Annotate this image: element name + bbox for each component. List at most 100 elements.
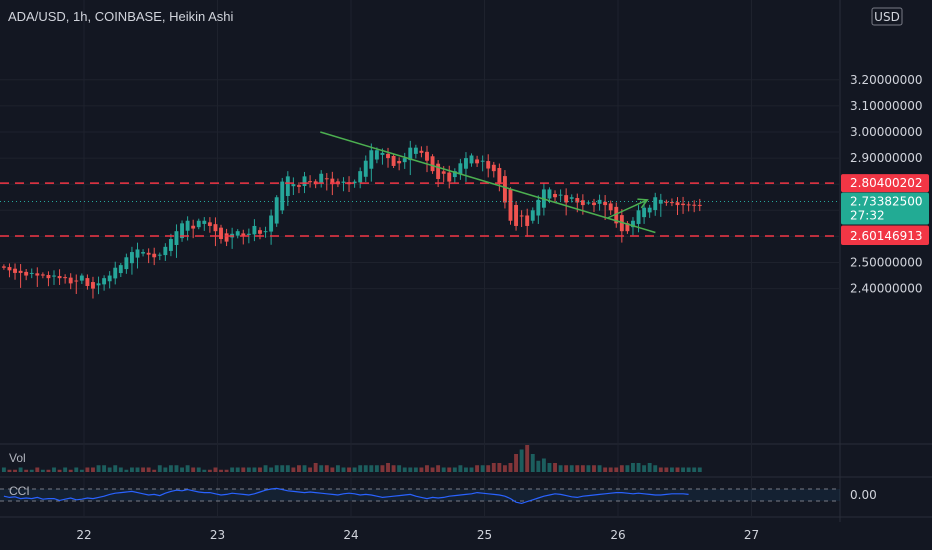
candle[interactable] (79, 273, 84, 284)
candle[interactable] (96, 276, 101, 295)
candle[interactable] (235, 229, 240, 239)
candle[interactable] (386, 147, 390, 168)
candle[interactable] (374, 147, 379, 164)
candle[interactable] (274, 195, 279, 227)
candle[interactable] (18, 264, 23, 288)
candle[interactable] (152, 247, 157, 266)
candle[interactable] (419, 146, 424, 158)
price-tag[interactable]: 2.80400202 (841, 174, 929, 193)
trendline[interactable] (320, 131, 656, 234)
candle[interactable] (7, 263, 12, 278)
candle[interactable] (452, 168, 457, 183)
candle[interactable] (129, 246, 134, 275)
candle[interactable] (558, 189, 563, 201)
candle[interactable] (180, 220, 184, 242)
candle[interactable] (224, 228, 229, 247)
candle[interactable] (102, 275, 107, 291)
candle[interactable] (52, 270, 56, 285)
candle[interactable] (408, 140, 413, 176)
candle[interactable] (430, 154, 435, 174)
candle[interactable] (85, 274, 90, 290)
candle[interactable] (608, 200, 613, 215)
candle[interactable] (525, 208, 530, 237)
candle[interactable] (324, 173, 329, 191)
candle[interactable] (508, 187, 513, 225)
candle[interactable] (113, 261, 118, 285)
candle[interactable] (29, 268, 34, 279)
candle[interactable] (486, 154, 491, 178)
candle[interactable] (447, 165, 452, 189)
candle[interactable] (502, 170, 507, 209)
candle[interactable] (146, 248, 151, 264)
candle[interactable] (252, 219, 257, 242)
candle[interactable] (475, 155, 480, 167)
candle[interactable] (196, 218, 201, 230)
candle[interactable] (341, 177, 346, 192)
candle[interactable] (553, 190, 557, 204)
candle[interactable] (358, 167, 363, 189)
candle[interactable] (536, 195, 541, 224)
candle[interactable] (491, 161, 496, 178)
candle[interactable] (202, 217, 207, 231)
candle[interactable] (402, 152, 407, 169)
candle[interactable] (174, 224, 179, 258)
arrow-line[interactable] (607, 199, 648, 219)
candle[interactable] (207, 217, 212, 233)
price-tag[interactable]: 2.60146913 (841, 227, 929, 246)
candle[interactable] (68, 273, 73, 290)
candle[interactable] (63, 274, 68, 284)
candle[interactable] (697, 198, 702, 212)
candle[interactable] (118, 263, 123, 278)
candle[interactable] (141, 249, 146, 257)
candle[interactable] (675, 197, 680, 215)
candle[interactable] (213, 217, 218, 247)
candle[interactable] (163, 243, 168, 261)
candle[interactable] (258, 227, 262, 240)
candle[interactable] (669, 198, 674, 207)
candle[interactable] (480, 155, 485, 172)
candle[interactable] (363, 155, 368, 182)
candle[interactable] (124, 253, 129, 274)
candle[interactable] (57, 269, 62, 285)
candle[interactable] (647, 204, 652, 218)
candle[interactable] (107, 271, 112, 289)
candle[interactable] (514, 201, 519, 231)
candle[interactable] (135, 242, 140, 269)
candle[interactable] (35, 267, 40, 287)
candle[interactable] (46, 271, 51, 287)
candle[interactable] (280, 177, 285, 215)
candle[interactable] (1, 264, 6, 270)
candle[interactable] (397, 157, 402, 171)
candle[interactable] (352, 179, 357, 188)
candle[interactable] (191, 219, 196, 239)
candle[interactable] (391, 153, 396, 169)
candle[interactable] (24, 269, 29, 281)
candle[interactable] (241, 229, 246, 245)
candle[interactable] (13, 263, 17, 280)
candle[interactable] (168, 233, 173, 257)
candle[interactable] (219, 224, 223, 244)
candle[interactable] (686, 201, 691, 212)
candle[interactable] (296, 182, 301, 194)
candle[interactable] (625, 221, 630, 234)
candle[interactable] (597, 194, 602, 211)
candle[interactable] (519, 210, 524, 228)
candle[interactable] (413, 144, 418, 159)
candle[interactable] (469, 153, 474, 167)
candle[interactable] (458, 158, 463, 180)
candle[interactable] (464, 152, 468, 182)
candle[interactable] (692, 200, 697, 213)
currency-badge[interactable] (871, 7, 903, 26)
candle[interactable] (308, 175, 313, 188)
candle[interactable] (291, 177, 296, 196)
candle[interactable] (91, 276, 95, 299)
candle[interactable] (681, 196, 686, 214)
candle[interactable] (319, 170, 324, 188)
candle[interactable] (425, 145, 429, 173)
candle[interactable] (74, 274, 79, 294)
candle[interactable] (269, 209, 274, 245)
candle[interactable] (664, 199, 669, 206)
candle[interactable] (530, 207, 535, 224)
